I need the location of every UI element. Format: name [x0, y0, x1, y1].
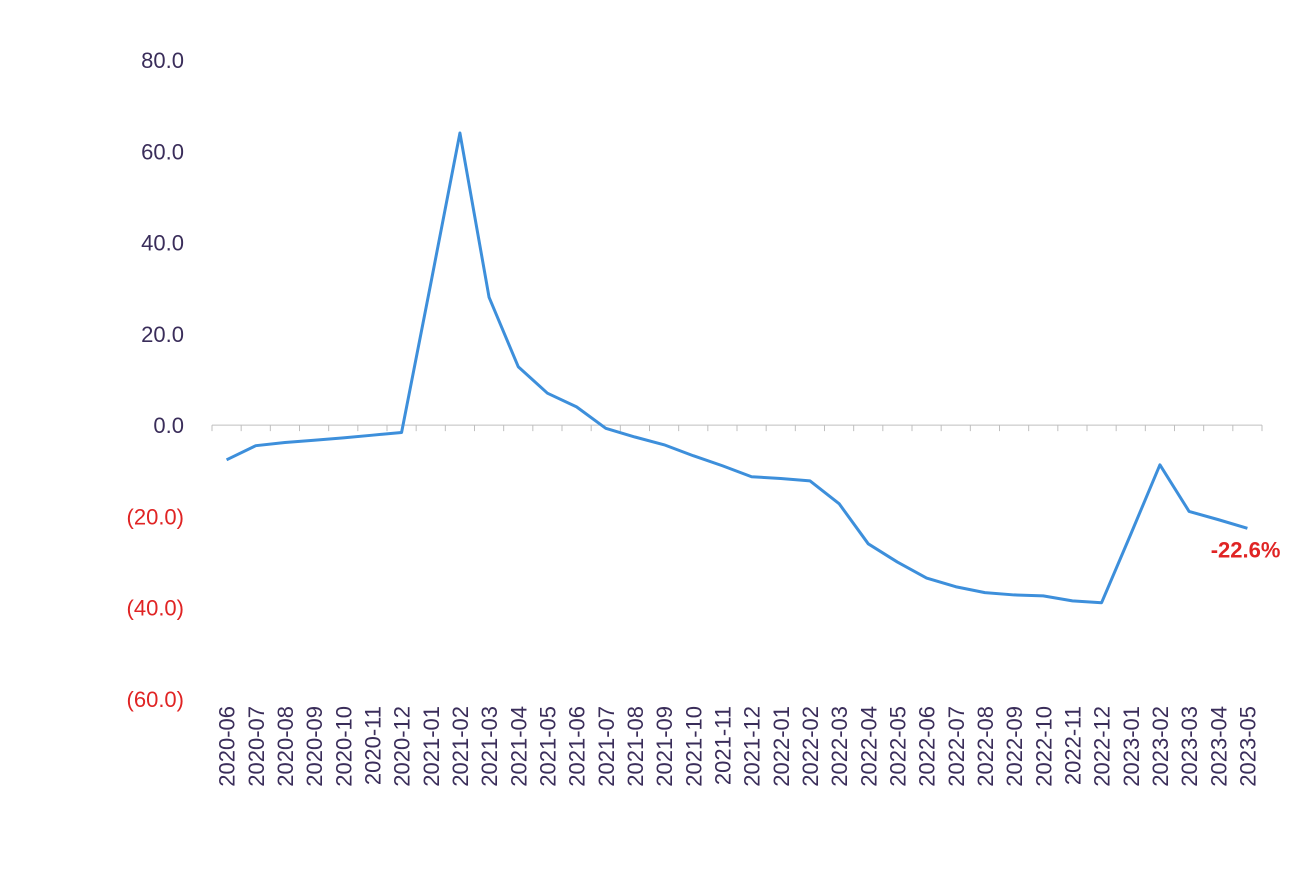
x-tick-label: 2021-04 [506, 706, 531, 787]
x-tick-label: 2020-07 [244, 706, 269, 787]
y-tick-label: 80.0 [141, 48, 184, 73]
y-tick-label: (20.0) [127, 504, 184, 529]
x-tick-label: 2021-08 [623, 706, 648, 787]
x-tick-label: 2023-04 [1206, 706, 1231, 787]
x-tick-label: 2020-06 [215, 706, 240, 787]
x-tick-label: 2022-07 [944, 706, 969, 787]
annotation: -22.6% [1211, 537, 1281, 562]
x-tick-label: 2021-09 [652, 706, 677, 787]
x-tick-label: 2020-11 [360, 706, 385, 785]
x-tick-label: 2023-01 [1119, 706, 1144, 787]
x-tick-label: 2023-02 [1148, 706, 1173, 787]
y-tick-label: (60.0) [127, 687, 184, 712]
x-tick-label: 2022-03 [827, 706, 852, 787]
x-tick-label: 2021-10 [681, 706, 706, 787]
x-tick-label: 2021-01 [419, 706, 444, 787]
x-tick-label: 2020-12 [390, 706, 415, 787]
x-tick-label: 2020-08 [273, 706, 298, 787]
x-tick-label: 2020-10 [331, 706, 356, 787]
x-tick-label: 2022-12 [1090, 706, 1115, 787]
x-tick-label: 2022-01 [769, 706, 794, 787]
y-tick-label: 60.0 [141, 139, 184, 164]
x-tick-label: 2021-11 [710, 706, 735, 785]
x-tick-label: 2022-08 [973, 706, 998, 787]
y-tick-label: 20.0 [141, 322, 184, 347]
x-tick-label: 2021-02 [448, 706, 473, 787]
x-tick-label: 2023-05 [1235, 706, 1260, 787]
x-tick-label: 2022-02 [798, 706, 823, 787]
x-tick-label: 2023-03 [1177, 706, 1202, 787]
x-tick-label: 2022-10 [1031, 706, 1056, 787]
x-tick-label: 2021-05 [535, 706, 560, 787]
x-tick-label: 2021-07 [594, 706, 619, 787]
x-tick-label: 2022-06 [915, 706, 940, 787]
x-tick-label: 2021-03 [477, 706, 502, 787]
x-tick-label: 2022-05 [885, 706, 910, 787]
x-tick-label: 2021-12 [740, 706, 765, 787]
y-tick-label: 40.0 [141, 231, 184, 256]
y-tick-label: 0.0 [153, 413, 184, 438]
x-tick-label: 2021-06 [565, 706, 590, 787]
x-tick-label: 2022-09 [1002, 706, 1027, 787]
x-tick-label: 2022-04 [856, 706, 881, 787]
line-series [225, 131, 1248, 605]
x-tick-label: 2020-09 [302, 706, 327, 787]
x-tick-label: 2022-11 [1060, 706, 1085, 785]
y-tick-label: (40.0) [127, 596, 184, 621]
